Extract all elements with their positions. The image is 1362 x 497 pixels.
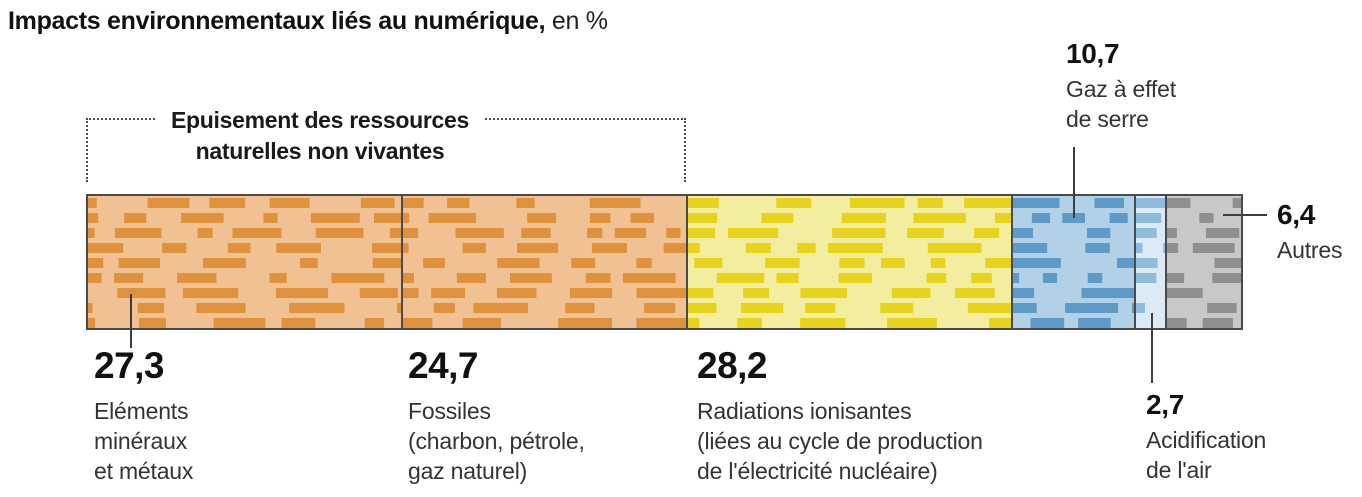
segment-name-autres: Autres (1277, 237, 1343, 263)
segment-value-radiations: 28,2 (697, 345, 768, 386)
bar-segment-ges (1012, 196, 1137, 328)
bar-segment-mineraux (88, 196, 403, 328)
segment-name-mineraux: Eléments minéraux et métaux (94, 398, 194, 484)
chart-title-main: Impacts environnementaux liés au numériq… (8, 7, 546, 35)
bar-segment-radiations (687, 196, 1013, 328)
segment-label-fossiles: 24,7 Fossiles (charbon, pétrole, gaz nat… (408, 346, 585, 486)
bar-segment-fossiles (402, 196, 688, 328)
chart-title: Impacts environnementaux liés au numériq… (8, 7, 608, 36)
segment-name-radiations: Radiations ionisantes (liées au cycle de… (697, 398, 983, 484)
segment-label-autres: 6,4 Autres (1277, 199, 1342, 265)
bracket-annotation: Epuisement des ressources naturelles non… (86, 105, 686, 182)
chart-title-unit: en % (545, 7, 608, 35)
segment-label-mineraux: 27,3 Eléments minéraux et métaux (94, 346, 193, 486)
stacked-bar (86, 194, 1243, 330)
segment-value-autres: 6,4 (1277, 199, 1316, 230)
segment-value-fossiles: 24,7 (408, 345, 479, 386)
bracket-annotation-label: Epuisement des ressources naturelles non… (156, 105, 484, 167)
segment-name-acidification: Acidification de l'air (1146, 427, 1267, 483)
segment-label-ges: 10,7 Gaz à effet de serre (1066, 38, 1176, 134)
leader-line-acidification (1151, 313, 1153, 383)
segment-value-acidification: 2,7 (1146, 389, 1185, 420)
segment-value-ges: 10,7 (1066, 38, 1120, 69)
segment-name-ges: Gaz à effet de serre (1066, 76, 1176, 132)
leader-line-ges (1073, 147, 1075, 218)
leader-line-mineraux (130, 294, 132, 348)
segment-name-fossiles: Fossiles (charbon, pétrole, gaz naturel) (408, 398, 585, 484)
bar-segment-acidification (1136, 196, 1168, 328)
bar-segment-autres (1167, 196, 1241, 328)
leader-line-autres (1223, 214, 1267, 216)
segment-label-radiations: 28,2 Radiations ionisantes (liées au cyc… (697, 346, 983, 486)
segment-label-acidification: 2,7 Acidification de l'air (1146, 389, 1266, 485)
segment-value-mineraux: 27,3 (94, 345, 165, 386)
